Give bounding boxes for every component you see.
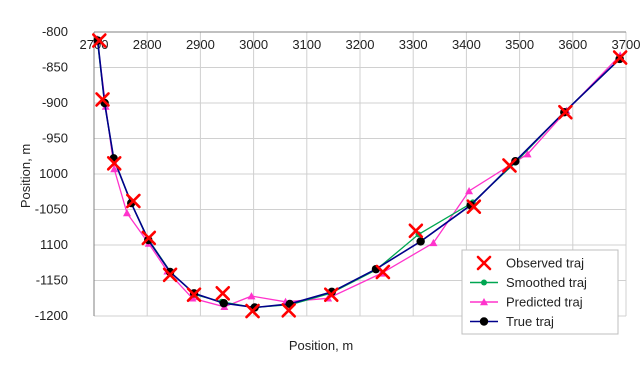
- x-tick-label: 3500: [505, 37, 534, 52]
- predicted-traj-point: [465, 187, 474, 195]
- x-stroke: [502, 158, 517, 173]
- observed-traj-point: [106, 156, 122, 171]
- x-tick-label: 3200: [346, 37, 375, 52]
- legend-label: True traj: [506, 314, 554, 329]
- true-traj-point: [416, 237, 425, 246]
- legend-marker: [476, 255, 492, 271]
- x-stroke: [162, 267, 178, 283]
- y-tick-label: -850: [42, 60, 68, 75]
- observed-traj-point: [245, 303, 260, 319]
- legend-entry-observed-traj: Observed traj: [476, 255, 584, 271]
- x-stroke: [375, 264, 391, 280]
- legend-box: [461, 249, 619, 335]
- y-tick-label: 1100: [40, 237, 68, 252]
- predicted-traj-point: [122, 209, 131, 217]
- observed-traj-point: [162, 267, 178, 283]
- x-tick-label: 2800: [133, 37, 162, 52]
- x-stroke: [95, 92, 110, 107]
- legend-entry-predicted-traj: Predicted traj: [470, 295, 583, 310]
- observed-traj-point: [323, 287, 339, 303]
- observed-traj-point: [126, 193, 141, 209]
- x-tick-label: 3700: [612, 37, 640, 52]
- x-stroke: [215, 285, 231, 301]
- y-axis-title: Position, m: [18, 144, 33, 208]
- observed-traj-point: [612, 50, 628, 65]
- observed-traj-point: [408, 223, 424, 239]
- observed-traj-series: [92, 33, 628, 319]
- legend-marker: [479, 317, 489, 326]
- legend-entry-smoothed-traj: Smoothed traj: [470, 275, 587, 290]
- legend-label: Predicted traj: [506, 295, 583, 310]
- x-tick-label: 3000: [239, 37, 268, 52]
- x-tick-label: 2900: [186, 37, 215, 52]
- y-tick-label: -1150: [36, 273, 68, 288]
- legend-label: Observed traj: [506, 256, 584, 271]
- predicted-traj-point: [429, 238, 438, 247]
- observed-traj-point: [281, 303, 297, 318]
- series-layer: [92, 33, 628, 319]
- observed-traj-point: [141, 230, 157, 246]
- y-tick-label: 1000: [39, 166, 68, 181]
- true-traj-point: [219, 299, 229, 308]
- legend-marker: [481, 279, 487, 286]
- y-tick-label: -950: [42, 131, 68, 146]
- x-stroke: [476, 255, 492, 271]
- x-tick-label: 3100: [292, 37, 321, 52]
- x-axis-title: Position, m: [289, 338, 353, 353]
- x-tick-label: 3300: [399, 37, 428, 52]
- x-stroke: [323, 287, 339, 303]
- observed-traj-point: [95, 92, 110, 107]
- observed-traj-point: [92, 33, 107, 48]
- y-tick-label: -800: [42, 24, 68, 39]
- y-tick-label: -1200: [35, 308, 68, 323]
- predicted-traj-point: [523, 150, 532, 158]
- legend: Observed traj Smoothed traj Predicted traj…: [461, 249, 619, 335]
- observed-traj-point: [466, 199, 482, 214]
- x-stroke: [281, 303, 297, 318]
- observed-traj-point: [502, 158, 517, 173]
- observed-traj-point: [375, 264, 391, 280]
- x-stroke: [466, 199, 482, 214]
- x-stroke: [126, 193, 141, 209]
- x-stroke: [612, 50, 628, 65]
- x-stroke: [186, 287, 202, 303]
- legend-marker: [480, 298, 488, 306]
- x-stroke: [141, 230, 157, 246]
- y-tick-label: -1050: [35, 202, 68, 217]
- x-stroke: [408, 223, 424, 239]
- predicted-traj-point: [247, 292, 256, 300]
- x-stroke: [245, 303, 260, 319]
- observed-traj-point: [215, 285, 231, 301]
- predicted-traj-point: [110, 165, 119, 173]
- observed-traj-point: [186, 287, 202, 303]
- observed-traj-point: [558, 104, 573, 120]
- legend-label: Smoothed traj: [506, 275, 587, 290]
- legend-entry-true-traj: True traj: [470, 314, 554, 329]
- x-tick-label: 3600: [558, 37, 587, 52]
- x-stroke: [106, 156, 122, 171]
- x-tick-label: 3400: [452, 37, 481, 52]
- x-stroke: [92, 33, 107, 48]
- x-stroke: [558, 104, 573, 120]
- y-tick-label: -900: [42, 95, 68, 110]
